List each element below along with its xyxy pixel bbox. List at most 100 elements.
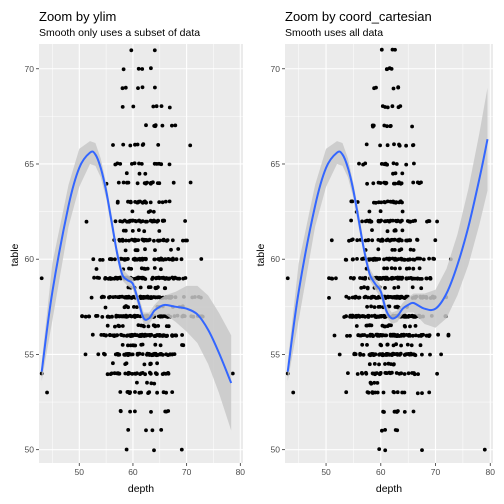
data-point <box>125 180 129 185</box>
data-point <box>398 219 403 224</box>
data-point <box>172 352 177 356</box>
data-point <box>399 343 403 348</box>
data-point <box>133 200 138 204</box>
data-point <box>117 314 122 319</box>
data-point <box>108 295 113 299</box>
data-point <box>427 219 432 224</box>
data-point <box>416 256 421 261</box>
data-point <box>383 286 387 290</box>
data-point <box>126 343 130 348</box>
data-point <box>154 372 159 376</box>
data-point <box>353 295 357 300</box>
x-tick-label: 70 <box>431 467 441 477</box>
data-point <box>334 276 338 281</box>
data-point <box>383 277 388 281</box>
data-point <box>404 162 409 167</box>
data-point-outlier <box>45 390 49 395</box>
data-point <box>120 294 124 299</box>
data-point <box>171 180 176 185</box>
data-point <box>348 333 352 338</box>
data-point <box>153 123 158 128</box>
data-point <box>140 200 145 205</box>
data-point <box>439 352 443 357</box>
data-point <box>377 447 382 451</box>
data-point <box>390 352 395 357</box>
data-point <box>349 313 353 318</box>
data-point <box>412 161 416 166</box>
data-point <box>143 295 147 300</box>
data-point <box>419 333 424 338</box>
data-point <box>415 238 420 242</box>
data-point <box>145 219 149 224</box>
data-point <box>140 67 145 71</box>
data-point <box>148 181 153 186</box>
y-axis-label: table <box>255 243 267 266</box>
data-point <box>417 266 422 271</box>
data-point <box>107 257 112 261</box>
data-point <box>400 171 405 176</box>
data-point <box>136 218 141 223</box>
data-point <box>403 314 408 319</box>
data-point <box>405 238 409 243</box>
data-layer <box>39 48 235 453</box>
data-point <box>136 352 140 356</box>
data-point <box>427 256 431 261</box>
data-point <box>135 380 139 385</box>
data-point <box>384 238 389 243</box>
data-point <box>389 323 393 328</box>
data-point <box>387 219 392 224</box>
data-point <box>152 161 157 166</box>
data-point <box>157 181 162 186</box>
data-point <box>399 247 404 252</box>
data-point <box>105 372 110 377</box>
data-point <box>389 333 394 337</box>
data-point <box>385 229 390 234</box>
data-point <box>388 199 393 204</box>
data-point <box>362 285 366 290</box>
data-point <box>127 266 131 271</box>
data-point <box>378 209 383 214</box>
data-point <box>118 409 123 413</box>
data-point <box>145 333 150 337</box>
data-point <box>357 295 362 300</box>
data-point <box>386 361 391 366</box>
data-point-outlier <box>285 276 290 281</box>
data-point <box>153 248 157 253</box>
data-point <box>380 428 384 433</box>
data-point <box>364 323 369 328</box>
data-point <box>408 324 412 329</box>
data-point <box>378 342 383 347</box>
data-point <box>123 85 128 90</box>
data-point <box>183 219 188 223</box>
data-point <box>124 238 128 243</box>
data-point <box>374 257 379 262</box>
y-axis-label: table <box>9 243 21 266</box>
data-point <box>385 143 390 148</box>
data-point <box>173 276 178 280</box>
x-tick-label: 80 <box>236 467 246 477</box>
data-point <box>140 85 145 90</box>
data-point <box>387 370 392 375</box>
data-point <box>383 161 388 166</box>
data-point <box>151 209 156 214</box>
data-point <box>359 371 364 375</box>
data-point <box>375 381 380 385</box>
data-point <box>163 409 168 414</box>
data-point <box>412 372 417 377</box>
data-point <box>385 266 389 271</box>
data-point <box>152 448 156 453</box>
data-point <box>432 257 436 261</box>
data-point <box>417 181 422 186</box>
data-point <box>371 123 376 128</box>
data-point <box>407 266 412 271</box>
data-point <box>121 67 126 72</box>
data-point <box>399 257 404 262</box>
data-point <box>126 428 131 432</box>
data-point <box>355 372 360 376</box>
data-point <box>362 276 366 281</box>
data-point <box>153 342 158 347</box>
data-point <box>377 362 381 367</box>
data-point <box>80 314 84 319</box>
data-point <box>115 352 120 356</box>
data-point <box>394 162 399 166</box>
